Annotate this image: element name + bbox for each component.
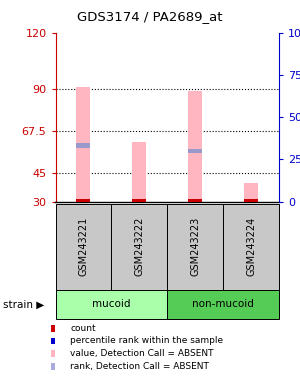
Bar xyxy=(56,204,111,290)
Text: GDS3174 / PA2689_at: GDS3174 / PA2689_at xyxy=(77,10,223,23)
Text: rank, Detection Call = ABSENT: rank, Detection Call = ABSENT xyxy=(70,362,209,371)
Bar xyxy=(76,199,90,202)
Text: count: count xyxy=(70,324,96,333)
Bar xyxy=(244,199,258,202)
Text: GSM243222: GSM243222 xyxy=(134,217,144,276)
Bar xyxy=(76,143,90,147)
Bar xyxy=(111,204,167,290)
Bar xyxy=(56,290,167,319)
Text: strain ▶: strain ▶ xyxy=(3,299,44,310)
Bar xyxy=(244,183,258,202)
Bar xyxy=(223,204,279,290)
Bar xyxy=(188,199,202,202)
Text: GSM243223: GSM243223 xyxy=(190,217,200,276)
Text: value, Detection Call = ABSENT: value, Detection Call = ABSENT xyxy=(70,349,214,358)
Bar xyxy=(132,142,146,202)
Bar xyxy=(188,149,202,153)
Bar xyxy=(167,204,223,290)
Text: GSM243221: GSM243221 xyxy=(78,217,88,276)
Bar xyxy=(132,199,146,202)
Text: mucoid: mucoid xyxy=(92,299,130,310)
Text: GSM243224: GSM243224 xyxy=(246,217,256,276)
Bar xyxy=(188,91,202,202)
Text: percentile rank within the sample: percentile rank within the sample xyxy=(70,336,224,346)
Bar xyxy=(76,87,90,202)
Text: non-mucoid: non-mucoid xyxy=(192,299,254,310)
Bar xyxy=(167,290,279,319)
